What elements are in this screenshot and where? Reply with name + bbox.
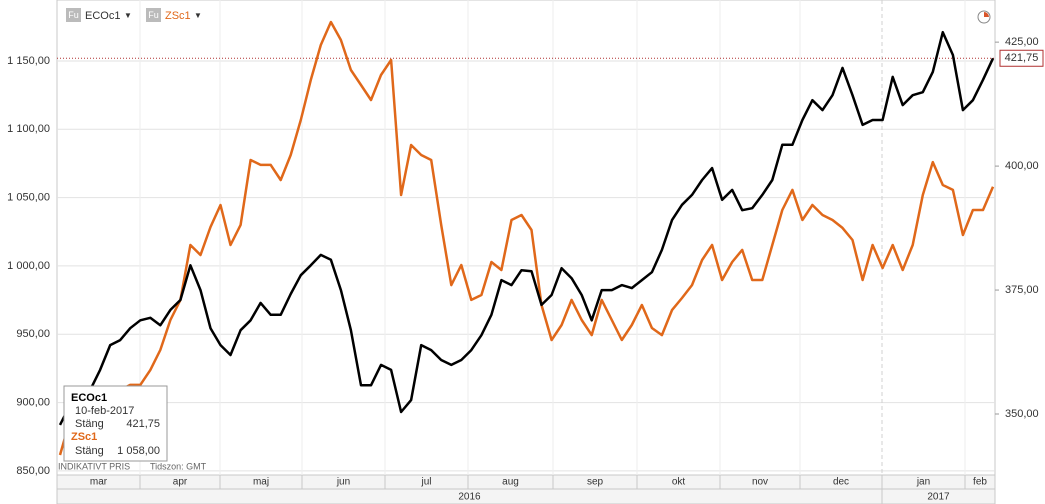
y-tick-label: 1 050,00 bbox=[7, 192, 50, 204]
price-tag-label: 421,75 bbox=[1005, 52, 1039, 64]
legend: Fu ECOc1 ▼ Fu ZSc1 ▼ bbox=[66, 8, 202, 22]
legend-icon[interactable] bbox=[66, 8, 81, 22]
price-note: INDIKATIVT PRIS bbox=[58, 461, 130, 471]
x-tick-label: nov bbox=[752, 477, 768, 488]
tooltip-label: Stäng bbox=[75, 418, 104, 430]
y2-tick-label: 400,00 bbox=[1005, 160, 1039, 172]
tooltip-date: 10-feb-2017 bbox=[75, 405, 134, 417]
legend-entry[interactable]: ECOc1 bbox=[85, 10, 120, 22]
series-line bbox=[58, 30, 995, 426]
y2-tick-label: 375,00 bbox=[1005, 284, 1039, 296]
tooltip-series: ECOc1 bbox=[71, 392, 107, 404]
dropdown-arrow[interactable]: ▼ bbox=[124, 11, 132, 20]
tooltip-label: Stäng bbox=[75, 445, 104, 457]
x-tick-label: dec bbox=[833, 477, 849, 488]
y2-tick-label: 425,00 bbox=[1005, 36, 1039, 48]
y-tick-label: 1 150,00 bbox=[7, 55, 50, 67]
x-tick-label: jun bbox=[336, 477, 350, 488]
tooltip-box bbox=[63, 385, 168, 462]
year-label: 2017 bbox=[927, 492, 950, 503]
x-tick-label: feb bbox=[973, 477, 987, 488]
x-tick-label: okt bbox=[672, 477, 686, 488]
x-tick-label: jul bbox=[420, 477, 431, 488]
tooltip-value: 1 058,00 bbox=[117, 445, 160, 457]
legend-icon-text: Fu bbox=[68, 10, 79, 20]
y2-tick-label: 350,00 bbox=[1005, 408, 1039, 420]
series-line bbox=[58, 20, 995, 456]
x-tick-label: sep bbox=[587, 477, 604, 488]
tooltip-value: 421,75 bbox=[126, 418, 160, 430]
x-tick-label: mar bbox=[90, 477, 108, 488]
year-label: 2016 bbox=[458, 492, 481, 503]
timezone: Tidszon: GMT bbox=[150, 461, 207, 471]
legend-icon[interactable] bbox=[146, 8, 161, 22]
dropdown-arrow[interactable]: ▼ bbox=[194, 11, 202, 20]
y-tick-label: 900,00 bbox=[16, 396, 50, 408]
clock-icon[interactable] bbox=[977, 10, 991, 24]
x-tick-label: apr bbox=[173, 477, 188, 488]
y-tick-label: 1 100,00 bbox=[7, 123, 50, 135]
x-tick-label: aug bbox=[502, 477, 519, 488]
x-tick-label: jan bbox=[916, 477, 930, 488]
tooltip-series: ZSc1 bbox=[71, 431, 97, 443]
x-tick-label: maj bbox=[253, 477, 269, 488]
legend-entry[interactable]: ZSc1 bbox=[165, 10, 191, 22]
y-tick-label: 850,00 bbox=[16, 465, 50, 477]
legend-icon-text: Fu bbox=[148, 10, 159, 20]
y-tick-label: 950,00 bbox=[16, 328, 50, 340]
plot-area bbox=[56, 0, 996, 476]
y-tick-label: 1 000,00 bbox=[7, 260, 50, 272]
price-tag bbox=[999, 49, 1044, 67]
